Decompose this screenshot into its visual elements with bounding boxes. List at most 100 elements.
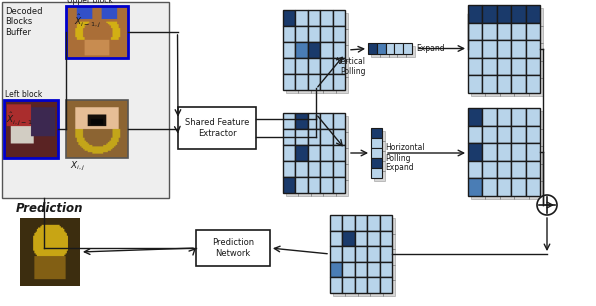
Bar — [299, 29, 311, 45]
Bar — [497, 108, 511, 125]
Bar — [383, 218, 395, 233]
Bar — [471, 78, 485, 96]
Bar — [526, 161, 540, 178]
Bar — [380, 231, 392, 246]
Bar — [336, 45, 348, 61]
Bar — [468, 5, 482, 23]
Bar — [333, 161, 345, 177]
Bar — [336, 132, 348, 148]
Bar — [308, 113, 320, 129]
Bar — [320, 26, 333, 42]
Bar — [299, 180, 311, 196]
Bar — [485, 146, 500, 164]
Bar — [371, 158, 382, 168]
Bar — [482, 143, 497, 161]
Bar — [330, 215, 342, 231]
Bar — [333, 218, 346, 233]
Bar — [323, 164, 336, 180]
Bar — [500, 129, 514, 146]
Bar — [286, 132, 299, 148]
Bar — [367, 215, 380, 231]
Bar — [380, 262, 392, 278]
Bar — [468, 108, 482, 125]
Bar — [529, 61, 543, 78]
Bar — [286, 13, 299, 29]
Bar — [336, 180, 348, 196]
Bar — [374, 141, 385, 151]
Bar — [333, 58, 345, 74]
Bar — [371, 148, 382, 158]
Bar — [380, 246, 392, 262]
Bar — [485, 26, 500, 43]
Bar — [386, 43, 395, 54]
Bar — [342, 215, 355, 231]
Bar — [511, 178, 526, 196]
Bar — [485, 78, 500, 96]
Bar — [66, 100, 128, 158]
Bar — [468, 40, 482, 58]
Bar — [336, 61, 348, 77]
Bar — [500, 181, 514, 199]
Bar — [299, 164, 311, 180]
Bar — [374, 161, 385, 171]
Bar — [514, 181, 529, 199]
Bar — [371, 46, 380, 57]
Bar — [308, 74, 320, 90]
Bar — [4, 100, 58, 158]
Bar — [514, 111, 529, 129]
Bar — [511, 75, 526, 93]
Bar — [468, 125, 482, 143]
Bar — [374, 151, 385, 161]
Bar — [342, 278, 355, 293]
Bar — [346, 218, 358, 233]
Bar — [368, 43, 377, 54]
Bar — [308, 161, 320, 177]
Bar — [468, 161, 482, 178]
Text: Left block: Left block — [5, 90, 42, 99]
Bar — [497, 5, 511, 23]
Bar — [299, 77, 311, 93]
Bar — [497, 58, 511, 75]
Text: Prediction
Network: Prediction Network — [212, 238, 254, 258]
Text: Expand: Expand — [416, 44, 445, 53]
Bar — [330, 262, 342, 278]
Bar — [395, 43, 403, 54]
Bar — [336, 77, 348, 93]
Bar — [529, 164, 543, 181]
Bar — [286, 29, 299, 45]
Bar — [526, 58, 540, 75]
Bar — [320, 129, 333, 145]
Bar — [367, 246, 380, 262]
Bar — [358, 218, 370, 233]
Bar — [323, 132, 336, 148]
Bar — [299, 13, 311, 29]
Bar — [333, 113, 345, 129]
Bar — [336, 164, 348, 180]
Bar — [511, 161, 526, 178]
Bar — [514, 61, 529, 78]
Bar — [358, 265, 370, 280]
Bar — [311, 13, 323, 29]
Bar — [296, 42, 308, 58]
Bar — [374, 131, 385, 141]
Bar — [355, 231, 367, 246]
Bar — [500, 26, 514, 43]
Bar — [283, 129, 296, 145]
Bar — [398, 46, 406, 57]
Bar — [526, 125, 540, 143]
Bar — [342, 231, 355, 246]
Bar — [311, 77, 323, 93]
Bar — [500, 111, 514, 129]
Bar — [514, 26, 529, 43]
Bar — [320, 58, 333, 74]
Bar — [497, 143, 511, 161]
Bar — [500, 43, 514, 61]
Bar — [286, 45, 299, 61]
Bar — [514, 129, 529, 146]
Text: Prediction: Prediction — [16, 202, 84, 215]
Bar — [389, 46, 398, 57]
Bar — [526, 40, 540, 58]
Bar — [333, 145, 345, 161]
Bar — [283, 145, 296, 161]
Bar — [370, 280, 383, 296]
